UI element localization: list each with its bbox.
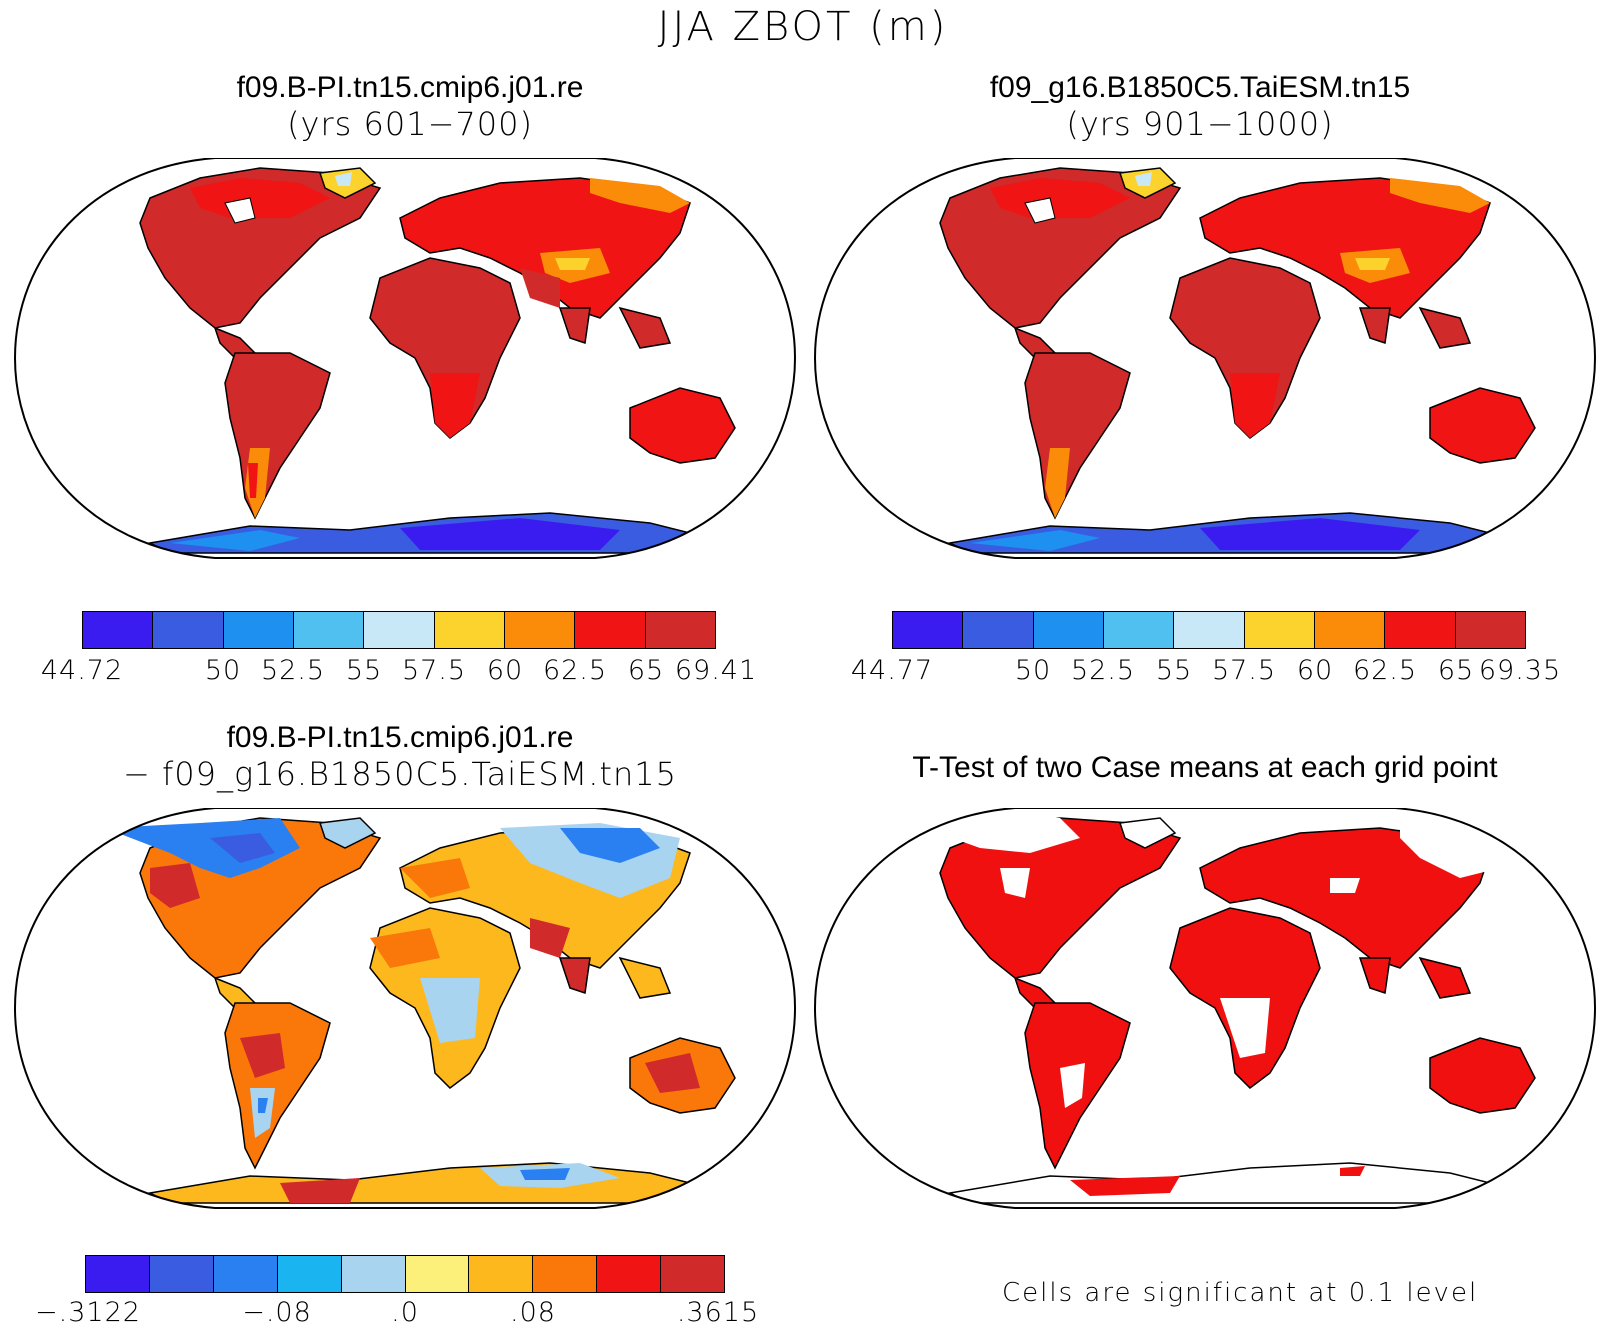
colorbar-swatch (213, 1256, 278, 1292)
colorbar-bottom-left (85, 1255, 725, 1293)
cb-tl-label: 57.5 (401, 655, 467, 686)
cb-tr-label: 65 (1437, 655, 1475, 686)
cb-tr-label: 60 (1296, 655, 1334, 686)
colorbar-top-left (82, 611, 716, 649)
colorbar-swatch (364, 612, 435, 648)
colorbar-swatch (405, 1256, 470, 1292)
significance-note: Cells are significant at 0.1 level (1002, 1278, 1479, 1308)
cb-tl-label: 44.72 (40, 655, 124, 686)
colorbar-swatch (1455, 612, 1525, 648)
map-bottom-right (813, 808, 1597, 1209)
panel-tl-title-block: f09.B-PI.tn15.cmip6.j01.re (yrs 601−700) (20, 70, 800, 142)
cb-tr-label: 62.5 (1352, 655, 1418, 686)
panel-tr-title: f09_g16.B1850C5.TaiESM.tn15 (989, 71, 1411, 104)
colorbar-swatch (469, 1256, 534, 1292)
panel-tl-subtitle: (yrs 601−700) (287, 105, 533, 143)
land-australia (629, 387, 736, 464)
map-bottom-left (13, 808, 797, 1209)
map-top-right (813, 158, 1597, 559)
cb-tr-label: 55 (1155, 655, 1193, 686)
panel-tr-title-block: f09_g16.B1850C5.TaiESM.tn15 (yrs 901−100… (810, 70, 1590, 142)
panel-tl-title: f09.B-PI.tn15.cmip6.j01.re (236, 71, 584, 104)
colorbar-swatch (341, 1256, 406, 1292)
colorbar-swatch (83, 612, 154, 648)
colorbar-swatch (434, 612, 505, 648)
panel-br-title-block: T-Test of two Case means at each grid po… (810, 750, 1600, 786)
colorbar-swatch (86, 1256, 150, 1292)
colorbar-swatch (277, 1256, 342, 1292)
colorbar-swatch (153, 612, 224, 648)
cb-bl-label: .08 (510, 1297, 556, 1328)
colorbar-swatch (963, 612, 1034, 648)
land-south-america (224, 352, 331, 520)
colorbar-swatch (575, 612, 646, 648)
colorbar-top-right (892, 611, 1526, 649)
colorbar-swatch (1314, 612, 1386, 648)
cb-tl-label: 50 (204, 655, 242, 686)
colorbar-swatch (533, 1256, 598, 1292)
cb-tl-label: 60 (486, 655, 524, 686)
colorbar-swatch (293, 612, 365, 648)
cb-tr-label: 52.5 (1070, 655, 1136, 686)
colorbar-swatch (661, 1256, 725, 1292)
colorbar-swatch (1174, 612, 1245, 648)
cb-tl-label: 62.5 (542, 655, 608, 686)
panel-tr-subtitle: (yrs 901−1000) (1066, 105, 1334, 143)
colorbar-swatch (1033, 612, 1104, 648)
map-top-left (13, 158, 797, 559)
land-eurasia (399, 177, 691, 319)
cb-tl-label: 69.41 (674, 655, 758, 686)
colorbar-swatch (645, 612, 715, 648)
cb-tr-label: 44.77 (850, 655, 934, 686)
colorbar-swatch (149, 1256, 214, 1292)
figure-title: JJA ZBOT (m) (657, 4, 949, 50)
panel-bl-title-block: f09.B-PI.tn15.cmip6.j01.re − f09_g16.B18… (10, 720, 790, 792)
cb-bl-label: −.08 (242, 1297, 312, 1328)
cb-tr-label: 69.35 (1478, 655, 1562, 686)
cb-tr-label: 50 (1014, 655, 1052, 686)
panel-bl-title: f09.B-PI.tn15.cmip6.j01.re (226, 721, 574, 754)
colorbar-swatch (504, 612, 576, 648)
colorbar-swatch (1103, 612, 1175, 648)
colorbar-swatch (597, 1256, 662, 1292)
cb-bl-label: .3615 (676, 1297, 760, 1328)
colorbar-swatch (1244, 612, 1315, 648)
cb-tl-label: 55 (345, 655, 383, 686)
cb-tl-label: 65 (627, 655, 665, 686)
cb-tr-label: 57.5 (1211, 655, 1277, 686)
colorbar-swatch (893, 612, 964, 648)
panel-br-title: T-Test of two Case means at each grid po… (912, 751, 1498, 784)
colorbar-swatch (223, 612, 294, 648)
cb-bl-label: −.3122 (35, 1297, 141, 1328)
cb-tl-label: 52.5 (260, 655, 326, 686)
colorbar-swatch (1385, 612, 1456, 648)
cb-bl-label: .0 (391, 1297, 419, 1328)
panel-bl-subtitle: − f09_g16.B1850C5.TaiESM.tn15 (123, 755, 677, 793)
